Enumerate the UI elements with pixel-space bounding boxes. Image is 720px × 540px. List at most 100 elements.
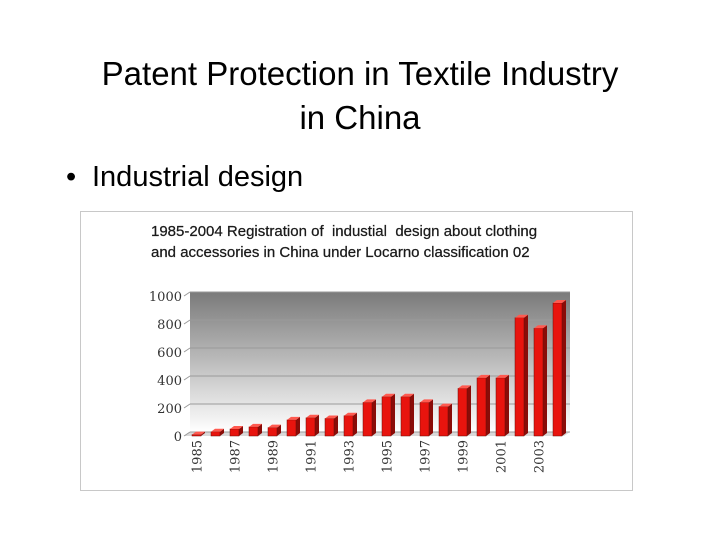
bar-side — [220, 428, 224, 436]
x-tick-label: 1985 — [191, 440, 206, 473]
y-tick-label: 800 — [157, 318, 182, 333]
slide-title-line-2: in China — [299, 99, 421, 136]
bar-side — [258, 423, 262, 436]
bar-top — [515, 314, 528, 318]
bar — [438, 403, 452, 437]
bar-top — [287, 416, 300, 420]
bar-top — [268, 424, 281, 428]
x-tick-label: 1987 — [229, 440, 244, 473]
bar-top — [420, 399, 433, 403]
slide-title: Patent Protection in Textile Industry in… — [40, 52, 680, 140]
x-tick-label: 2003 — [533, 440, 548, 473]
bar-front — [552, 302, 563, 437]
bar-front — [286, 419, 297, 437]
bar-front — [305, 417, 316, 437]
bar-front — [400, 396, 411, 437]
x-axis: 1985 1987 1989 1991 1993 1995 1997 1999 2001 2003 — [191, 440, 548, 473]
bar-side — [277, 424, 281, 436]
bar — [286, 416, 300, 437]
bar — [533, 325, 547, 437]
bar-side — [410, 393, 414, 436]
bar-front — [495, 377, 506, 437]
gridline-depth — [183, 403, 191, 409]
bar — [191, 431, 205, 437]
bar — [324, 415, 338, 437]
bar-front — [438, 406, 449, 437]
bar-top — [439, 403, 452, 407]
bar-side — [467, 385, 471, 436]
bar-side — [562, 300, 566, 436]
bar-side — [543, 325, 547, 436]
x-tick-label: 1999 — [457, 440, 472, 473]
bar-top — [192, 431, 205, 435]
bar — [457, 385, 471, 437]
y-tick-label: 0 — [174, 430, 182, 445]
bar-top — [363, 399, 376, 403]
bar — [210, 428, 224, 437]
bar-side — [372, 399, 376, 436]
bar-side — [353, 412, 357, 436]
bar-front — [191, 434, 202, 437]
x-tick-label: 1997 — [419, 440, 434, 473]
bar-front — [362, 402, 373, 437]
bar — [552, 300, 566, 437]
chart-back-wall — [190, 292, 570, 432]
gridline-depth — [183, 347, 191, 353]
bar-front — [381, 396, 392, 437]
y-tick-label: 1000 — [149, 290, 182, 305]
bar-front — [419, 402, 430, 437]
y-tick-label: 400 — [157, 374, 182, 389]
bar-front — [324, 418, 335, 437]
bar-top — [534, 325, 547, 329]
bar-top — [344, 412, 357, 416]
chart-title-line-1: 1985-2004 Registration of industial desi… — [151, 223, 538, 240]
chart-title: 1985-2004 Registration of industial desi… — [151, 221, 537, 263]
bar-front — [343, 415, 354, 437]
bar-side — [296, 416, 300, 436]
x-tick-label: 1989 — [267, 440, 282, 473]
bar-top — [306, 414, 319, 418]
bar-side — [239, 426, 243, 436]
bar-side — [391, 393, 395, 436]
bar-front — [533, 327, 544, 437]
slide-title-line-1: Patent Protection in Textile Industry — [101, 55, 619, 92]
y-tick-label: 600 — [157, 346, 182, 361]
bar — [514, 314, 528, 437]
bullet-item: • Industrial design — [66, 158, 303, 196]
bar-series — [191, 300, 566, 437]
bar — [305, 414, 319, 437]
bar-front — [229, 428, 240, 437]
bar-side — [201, 431, 205, 436]
bar-top — [249, 423, 262, 427]
bar-top — [230, 426, 243, 429]
chart-title-line-2: and accessories in China under Locarno c… — [151, 244, 530, 261]
bar — [248, 423, 262, 437]
bullet-text: Industrial design — [92, 161, 304, 193]
bar-top — [382, 393, 395, 397]
bar-top — [553, 300, 566, 303]
x-tick-label: 1991 — [305, 440, 320, 473]
bar-side — [486, 374, 490, 436]
bar-front — [248, 426, 259, 437]
bar-front — [514, 317, 525, 437]
bar-side — [429, 399, 433, 436]
gridline-depth — [183, 291, 191, 297]
gridline-depth — [183, 431, 191, 437]
bar — [495, 374, 509, 437]
bar-side — [524, 314, 528, 436]
bar-side — [448, 403, 452, 436]
gridline-depth — [183, 375, 191, 381]
gridline-depth — [183, 319, 191, 325]
bullet-dot-icon: • — [66, 161, 77, 193]
x-tick-label: 2001 — [495, 440, 510, 473]
y-tick-label: 200 — [157, 402, 182, 417]
bar — [400, 393, 414, 437]
bar-side — [505, 374, 509, 436]
bar-front — [210, 431, 221, 437]
bar — [419, 399, 433, 437]
bar — [343, 412, 357, 437]
x-tick-label: 1993 — [343, 440, 358, 473]
y-axis: 0 200 400 600 800 1000 — [149, 290, 182, 445]
x-tick-label: 1995 — [381, 440, 396, 473]
